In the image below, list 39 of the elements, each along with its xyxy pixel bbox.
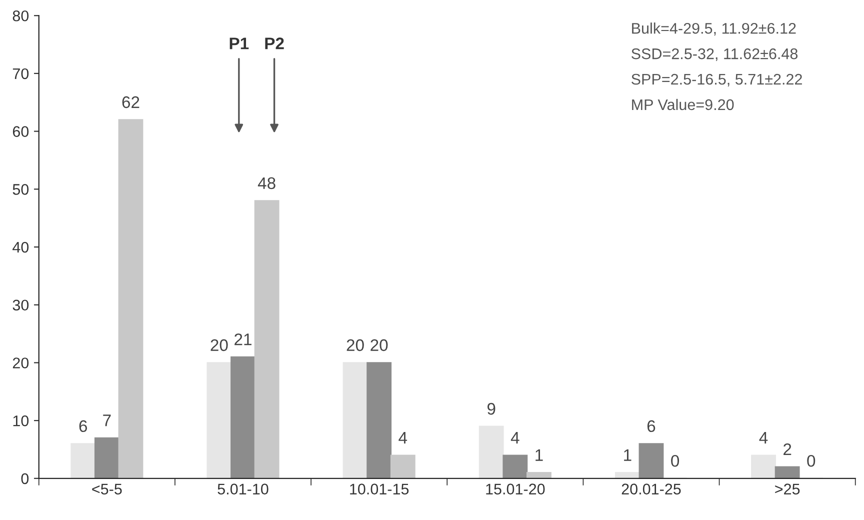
y-tick-label: 30 [12,300,29,311]
y-tick-label: 80 [12,10,29,22]
data-label: 4 [759,432,768,444]
data-label: 7 [103,414,111,426]
annotation: SPP=2.5-16.5, 5.71±2.22 [632,74,802,86]
data-label: 4 [510,432,520,444]
data-label: 48 [258,177,276,190]
annotation: Bulk=4-29.5, 11.92±6.12 [632,22,796,36]
annotation: P1 [230,38,249,50]
annotation: MP Value=9.20 [632,98,734,110]
data-label: 0 [671,454,680,467]
annotation: P2 [265,38,284,50]
y-tick-label: 0 [21,473,29,484]
x-tick-label: 10.01-15 [350,484,409,494]
data-label: 4 [398,432,408,444]
data-label: 0 [807,454,816,467]
data-label: 1 [624,449,632,461]
data-label: 6 [647,420,656,432]
data-label: 2 [784,443,792,456]
y-tick-label: 60 [12,126,29,137]
x-tick-label: >25 [775,484,800,494]
data-label: 62 [122,96,140,108]
x-tick-label: 5.01-10 [218,484,268,494]
data-label: 9 [487,402,496,415]
data-label: 1 [536,449,543,461]
annotation: SSD=2.5-32, 11.62±6.48 [632,48,798,62]
data-label: 21 [234,333,252,346]
x-tick-label: <5-5 [92,484,122,494]
y-tick-label: 70 [12,68,29,80]
data-label: 20 [346,339,364,352]
y-tick-label: 20 [12,358,29,368]
data-label: 6 [79,420,88,432]
y-tick-label: 10 [13,415,29,426]
y-tick-label: 50 [12,184,29,195]
x-tick-label: 20.01-25 [622,484,681,494]
y-tick-label: 40 [12,242,29,253]
x-tick-label: 15.01-20 [486,484,545,494]
data-label: 20 [370,339,388,352]
data-label: 20 [210,339,228,352]
